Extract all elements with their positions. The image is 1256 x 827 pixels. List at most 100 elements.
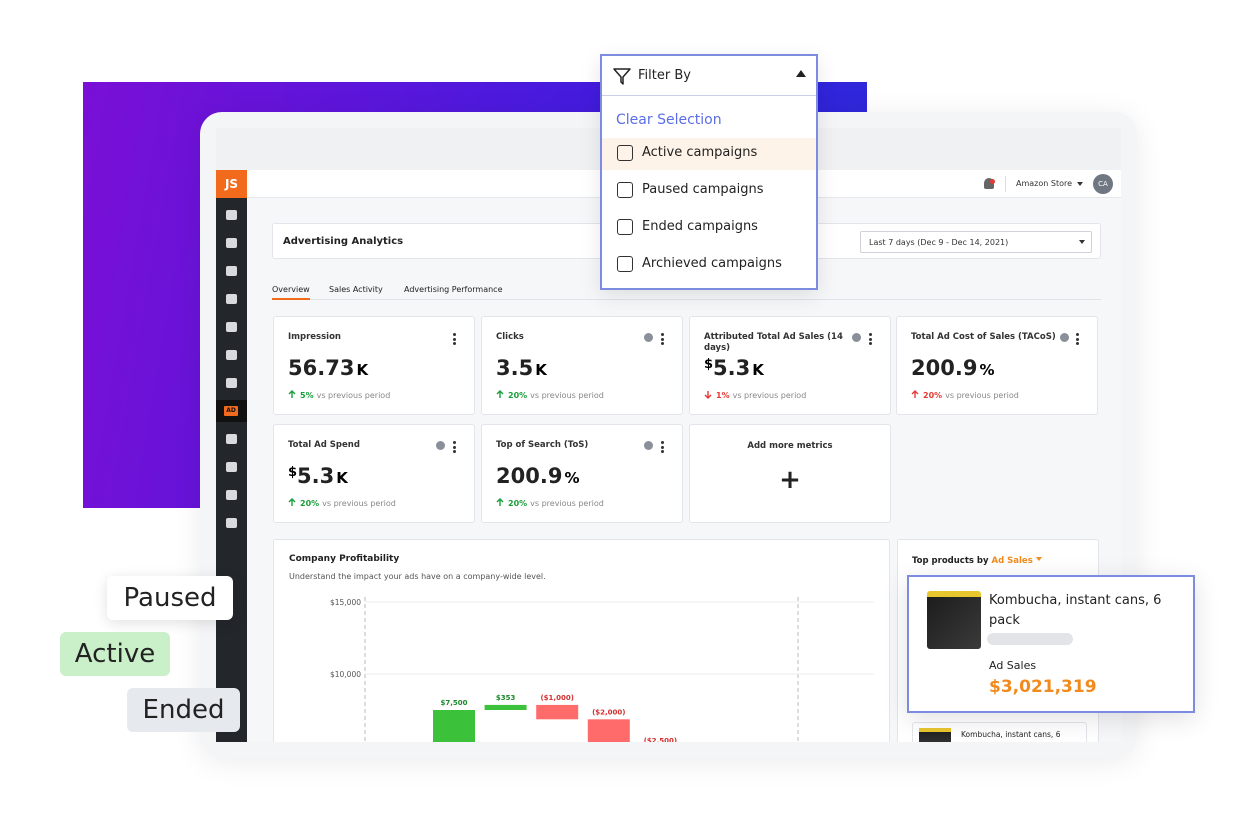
checkbox <box>617 256 633 272</box>
dot <box>869 333 872 336</box>
menu-dots[interactable] <box>453 333 456 347</box>
nav-icon[interactable] <box>226 322 237 332</box>
filter-header[interactable]: Filter By <box>602 56 816 96</box>
info-icon[interactable] <box>644 333 653 342</box>
option-label: Ended campaigns <box>642 219 758 234</box>
date-select[interactable]: Last 7 days (Dec 9 - Dec 14, 2021) <box>860 231 1092 253</box>
metric-prefix: $ <box>704 357 714 372</box>
featured-product[interactable]: Kombucha, instant cans, 6 pack Ad Sales … <box>907 575 1195 713</box>
nav-icon[interactable] <box>226 210 237 220</box>
dot <box>661 337 664 341</box>
store-select[interactable]: Amazon Store <box>1016 179 1073 188</box>
tab-underline <box>272 298 310 300</box>
title: Top products by <box>912 556 989 566</box>
nav-icon[interactable] <box>226 294 237 304</box>
nav-icon[interactable] <box>226 350 237 360</box>
nav-icon[interactable] <box>226 378 237 388</box>
change-value: 20% <box>300 499 320 508</box>
metric-value: 56.73 K <box>288 356 368 380</box>
profitability-card: Company Profitability Understand the imp… <box>273 539 890 742</box>
dot <box>453 445 456 449</box>
logo[interactable]: JS <box>216 170 247 198</box>
y-tick-label: $15,000 <box>330 598 361 607</box>
metric-label: Top of Search (ToS) <box>496 440 589 450</box>
dot <box>869 337 872 341</box>
caret <box>1079 240 1085 247</box>
product-name: Kombucha, instant cans, 6 <box>961 730 1061 739</box>
bell-icon[interactable] <box>984 178 994 189</box>
metric-label: Attributed Total Ad Sales (14 days) <box>704 332 843 353</box>
metric-label: Clicks <box>496 332 524 342</box>
status-tag: Ended <box>127 688 240 732</box>
add-metrics-label: Add more metrics <box>747 441 833 451</box>
tab[interactable]: Advertising Performance <box>404 285 503 294</box>
nav-icon[interactable] <box>226 434 237 444</box>
change-value: 20% <box>923 391 943 400</box>
info-icon[interactable] <box>1060 333 1069 342</box>
metric-card: Total Ad Spend $5.3 K 20% vs previous period <box>273 424 475 523</box>
second-product: Kombucha, instant cans, 6 <box>912 722 1087 742</box>
date-range: Last 7 days (Dec 9 - Dec 14, 2021) <box>869 238 1009 247</box>
metric-value: 200.9% <box>496 464 579 488</box>
dot <box>453 337 456 341</box>
filter-option[interactable]: Paused campaigns <box>602 175 816 207</box>
dot <box>1076 337 1079 341</box>
change-note: vs previous period <box>530 499 604 508</box>
option-label: Archieved campaigns <box>642 256 782 271</box>
dot <box>661 441 664 444</box>
menu-dots[interactable] <box>661 441 664 455</box>
avatar[interactable]: CA <box>1093 174 1113 194</box>
metric-select[interactable]: Ad Sales <box>991 556 1033 566</box>
tab[interactable]: Overview <box>272 285 310 300</box>
add-metrics-card[interactable]: Add more metrics + <box>689 424 891 523</box>
metric-unit: % <box>979 361 995 379</box>
chart-title: Company Profitability <box>289 554 400 564</box>
product-image <box>919 728 951 742</box>
sales-value: $3,021,319 <box>989 677 1097 697</box>
metric-change: 20% vs previous period <box>496 498 604 508</box>
arrow-path <box>496 498 504 506</box>
filter-option[interactable]: Active campaigns <box>602 138 816 170</box>
filter-option[interactable]: Archieved campaigns <box>602 249 816 281</box>
value-label: ($1,000) <box>540 694 573 702</box>
caret <box>1035 557 1042 564</box>
option-label: Paused campaigns <box>642 182 764 197</box>
metric-number: 200.9 <box>911 356 978 380</box>
nav-icon[interactable] <box>226 518 237 528</box>
trend-arrow <box>704 391 712 399</box>
nav-icon[interactable] <box>226 266 237 276</box>
dot <box>661 342 664 345</box>
menu-dots[interactable] <box>1076 333 1079 347</box>
nav-icon[interactable] <box>226 238 237 248</box>
nav-icon[interactable] <box>226 490 237 500</box>
info-icon[interactable] <box>436 441 445 450</box>
filter-option[interactable]: Ended campaigns <box>602 212 816 244</box>
metric-unit: K <box>356 361 369 379</box>
filter-title: Filter By <box>638 68 691 83</box>
menu-dots[interactable] <box>453 441 456 455</box>
metric-number: 5.3 <box>713 356 751 380</box>
funnel <box>613 68 631 85</box>
menu-dots[interactable] <box>661 333 664 347</box>
tab[interactable]: Sales Activity <box>329 285 383 294</box>
ad-icon[interactable]: AD <box>224 406 238 416</box>
dot <box>1076 342 1079 345</box>
info-icon[interactable] <box>644 441 653 450</box>
y-tick-label: $10,000 <box>330 670 361 679</box>
info-icon[interactable] <box>852 333 861 342</box>
nav-icon[interactable] <box>226 462 237 472</box>
metric-unit: % <box>564 469 580 487</box>
change-note: vs previous period <box>530 391 604 400</box>
divider <box>1005 176 1006 192</box>
dot <box>453 333 456 336</box>
arrow-path <box>496 390 504 398</box>
dot <box>661 450 664 453</box>
clear-selection[interactable]: Clear Selection <box>616 112 722 128</box>
menu-dots[interactable] <box>869 333 872 347</box>
ad-badge: AD <box>216 400 247 422</box>
trend-arrow <box>288 390 296 398</box>
dot <box>869 342 872 345</box>
trend-arrow <box>496 390 504 398</box>
metric-change: 20% vs previous period <box>911 390 1019 400</box>
